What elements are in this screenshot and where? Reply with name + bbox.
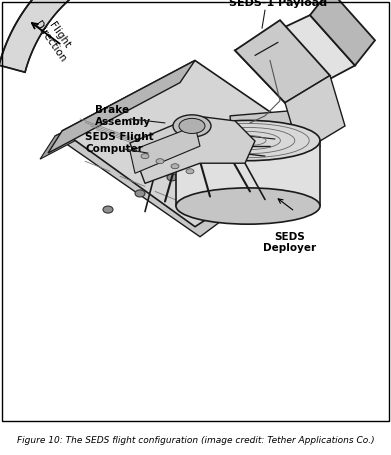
Text: SEDS Flight
Computer: SEDS Flight Computer bbox=[85, 132, 154, 154]
Ellipse shape bbox=[141, 154, 149, 159]
Ellipse shape bbox=[179, 118, 205, 133]
Ellipse shape bbox=[135, 190, 145, 197]
Polygon shape bbox=[230, 111, 295, 166]
Text: SEDS
Deployer: SEDS Deployer bbox=[264, 232, 317, 253]
Polygon shape bbox=[62, 61, 320, 227]
Ellipse shape bbox=[171, 164, 179, 169]
Text: Flight
Direction: Flight Direction bbox=[32, 13, 77, 64]
Ellipse shape bbox=[173, 115, 211, 137]
Polygon shape bbox=[48, 61, 195, 153]
Polygon shape bbox=[295, 151, 315, 171]
Ellipse shape bbox=[186, 169, 194, 174]
Polygon shape bbox=[40, 66, 200, 159]
Polygon shape bbox=[285, 76, 345, 153]
Polygon shape bbox=[310, 0, 375, 66]
Polygon shape bbox=[290, 81, 335, 159]
Ellipse shape bbox=[103, 206, 113, 213]
Polygon shape bbox=[176, 141, 320, 206]
Text: Brake
Assembly: Brake Assembly bbox=[95, 105, 151, 126]
Polygon shape bbox=[0, 0, 155, 72]
Polygon shape bbox=[55, 66, 315, 237]
Polygon shape bbox=[235, 15, 355, 103]
Polygon shape bbox=[305, 143, 320, 168]
Ellipse shape bbox=[176, 121, 320, 161]
Text: Figure 10: The SEDS flight configuration (image credit: Tether Applications Co.): Figure 10: The SEDS flight configuration… bbox=[17, 436, 374, 445]
Ellipse shape bbox=[176, 188, 320, 224]
Polygon shape bbox=[235, 20, 330, 103]
Polygon shape bbox=[130, 116, 255, 183]
Ellipse shape bbox=[167, 174, 177, 181]
Ellipse shape bbox=[156, 159, 164, 164]
Text: SEDS-1 Payload: SEDS-1 Payload bbox=[229, 0, 327, 8]
Polygon shape bbox=[130, 126, 200, 173]
